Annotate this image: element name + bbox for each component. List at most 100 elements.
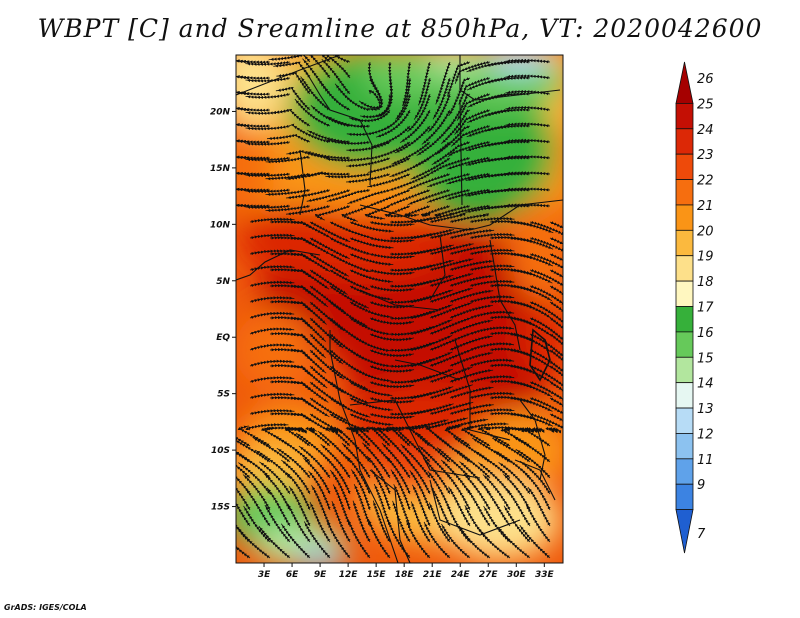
streamline	[519, 524, 551, 559]
streamline	[449, 274, 494, 288]
streamline	[369, 380, 415, 389]
colorbar-label: 7	[697, 527, 706, 542]
colorbar-swatch	[675, 509, 694, 554]
colorbar-swatch	[675, 407, 694, 434]
streamline	[329, 221, 372, 239]
streamline	[469, 295, 515, 304]
colorbar-swatch	[675, 128, 694, 155]
colorbar-label: 14	[697, 377, 714, 392]
lon-tick-label: 15E	[367, 570, 387, 580]
lat-tick-label: 10N	[210, 220, 231, 230]
streamline	[469, 232, 515, 240]
streamline	[469, 375, 515, 384]
streamline	[549, 365, 563, 377]
streamline	[545, 426, 562, 434]
streamline	[369, 317, 415, 326]
lon-tick-label: 33E	[535, 570, 555, 580]
streamline	[505, 171, 551, 176]
colorbar-label: 22	[697, 174, 714, 189]
streamline	[505, 122, 551, 128]
streamline	[369, 412, 415, 420]
streamline	[549, 397, 563, 407]
streamline	[249, 376, 295, 384]
lat-tick-label: 5S	[217, 390, 230, 400]
colorbar-label: 11	[697, 453, 714, 468]
streamline	[349, 397, 393, 412]
streamline	[249, 217, 295, 224]
colorbar-swatch	[675, 331, 694, 358]
country-borders	[236, 55, 563, 563]
streamline	[549, 317, 563, 331]
streamline	[449, 304, 493, 319]
longitude-axis: 3E 6E 9E 12E 15E 18E 21E 24E 27E 30E 33E	[258, 563, 555, 580]
streamline	[349, 381, 393, 397]
colorbar-label: 18	[697, 275, 714, 290]
lat-tick-label: 5N	[216, 277, 230, 287]
streamline	[549, 253, 563, 262]
streamline	[529, 252, 563, 270]
colorbar-label: 20	[697, 224, 714, 239]
streamline	[529, 220, 563, 235]
colorbar-label: 23	[697, 148, 714, 163]
colorbar-swatch	[675, 458, 694, 485]
streamline	[368, 518, 391, 559]
colorbar-swatch	[675, 382, 694, 409]
streamline	[245, 124, 291, 131]
streamline	[369, 220, 415, 227]
streamline	[505, 138, 551, 144]
streamline	[549, 301, 563, 313]
streamline	[369, 268, 415, 276]
colorbar-swatch	[675, 255, 694, 282]
streamline	[505, 155, 551, 160]
streamlines	[236, 55, 563, 559]
streamline	[249, 409, 295, 416]
lon-tick-label: 18E	[395, 570, 415, 580]
streamline	[449, 386, 494, 400]
colorbar-swatch	[675, 483, 694, 511]
streamline	[249, 280, 295, 288]
streamline	[505, 187, 551, 192]
streamline	[469, 310, 515, 320]
streamline	[505, 74, 551, 80]
colorbar-swatch	[675, 280, 694, 307]
lon-tick-label: 27E	[479, 570, 499, 580]
streamline	[369, 236, 415, 243]
streamline	[549, 221, 563, 230]
streamline	[349, 221, 394, 233]
streamline	[469, 326, 515, 336]
colorbar-swatch	[675, 356, 694, 384]
streamline	[349, 269, 393, 284]
streamline	[369, 396, 415, 404]
streamline	[549, 285, 563, 296]
streamline	[245, 140, 291, 146]
streamline	[469, 342, 515, 352]
streamline	[529, 268, 563, 288]
streamline	[505, 203, 551, 208]
streamline	[505, 105, 551, 112]
chart-title: WBPT [C] and Sreamline at 850hPa, VT: 20…	[37, 14, 763, 43]
colorbar-label: 9	[697, 478, 705, 493]
streamline	[249, 233, 295, 240]
colorbar-swatch	[675, 306, 694, 333]
streamline	[449, 289, 494, 303]
lat-tick-label: 10S	[211, 446, 230, 456]
streamline	[449, 319, 493, 335]
streamline	[469, 264, 515, 272]
colorbar-swatch	[675, 102, 694, 130]
streamline	[549, 349, 563, 363]
colorbar-label: 12	[697, 427, 714, 442]
streamline	[349, 301, 392, 319]
streamline	[249, 327, 295, 335]
streamline	[326, 519, 351, 559]
grads-credit: GrADS: IGES/COLA	[4, 603, 87, 612]
streamline	[505, 58, 551, 64]
lon-tick-label: 21E	[423, 570, 443, 580]
streamline	[469, 358, 515, 368]
streamline	[384, 205, 411, 218]
streamline	[369, 252, 415, 260]
streamline	[347, 519, 371, 559]
streamline	[280, 523, 311, 559]
lon-tick-label: 3E	[258, 570, 271, 580]
lat-tick-label: 20N	[210, 107, 231, 117]
streamline	[549, 413, 563, 423]
